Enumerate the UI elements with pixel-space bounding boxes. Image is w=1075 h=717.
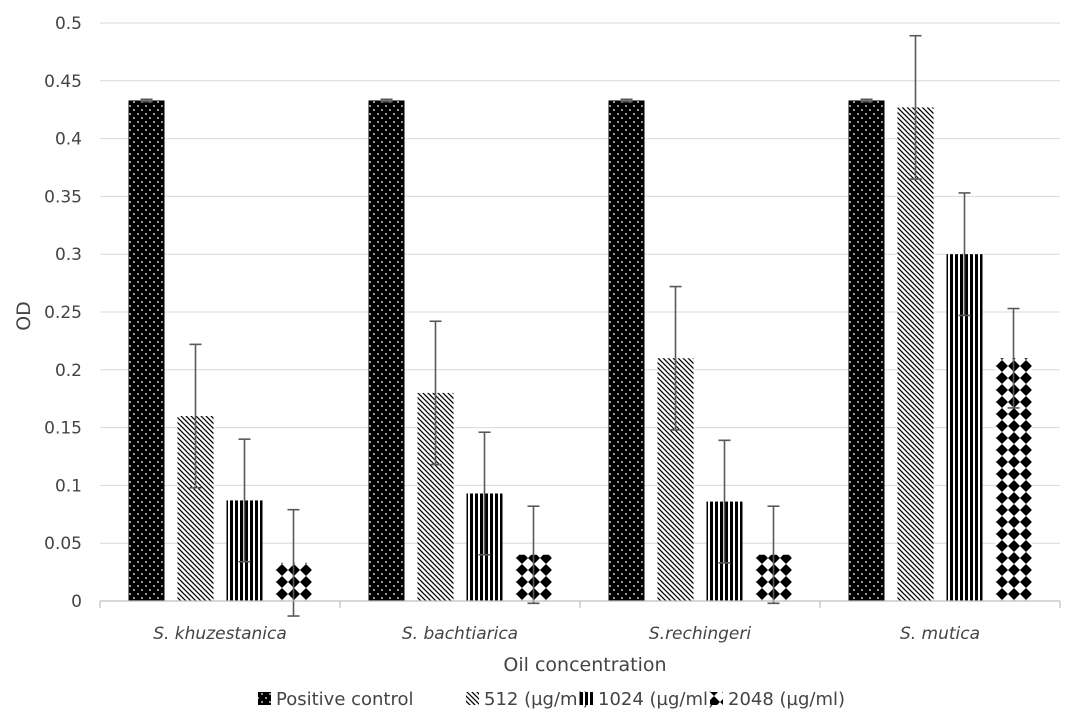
bars <box>128 100 1032 602</box>
y-tick-label: 0.5 <box>55 14 82 34</box>
y-tick-label: 0.45 <box>44 72 82 92</box>
x-tick-label: S. mutica <box>900 624 980 644</box>
legend-swatch <box>258 692 271 705</box>
legend-item: 2048 (µg/ml) <box>710 689 845 710</box>
legend: Positive control 512 (µg/ml) 1024 (µg/ml) 2… <box>258 689 845 710</box>
legend-item: 512 (µg/ml) <box>466 689 590 710</box>
y-tick-label: 0.2 <box>55 361 82 381</box>
y-tick-label: 0.25 <box>44 303 82 323</box>
legend-label: 1024 (µg/ml) <box>598 689 715 710</box>
legend-label: Positive control <box>276 689 414 710</box>
y-tick-label: 0 <box>71 592 82 612</box>
error-bar <box>380 98 393 103</box>
error-bar <box>478 431 491 556</box>
error-bar <box>909 34 922 180</box>
legend-item: Positive control <box>258 689 414 710</box>
error-bar <box>1007 307 1020 409</box>
error-bar <box>860 98 873 103</box>
error-bar <box>429 320 442 466</box>
gridlines <box>100 22 1060 544</box>
error-bar <box>620 98 633 103</box>
x-tick-label: S. khuzestanica <box>153 624 287 644</box>
legend-item: 1024 (µg/ml) <box>580 689 715 710</box>
error-bar <box>718 439 731 564</box>
bar <box>128 100 165 602</box>
error-bar <box>189 343 202 489</box>
legend-swatch <box>710 692 723 705</box>
error-bars <box>140 34 1020 617</box>
error-bar <box>767 505 780 605</box>
error-bar <box>238 438 251 563</box>
x-tick-label: S. bachtiarica <box>402 624 518 644</box>
y-tick-label: 0.05 <box>44 534 82 554</box>
legend-swatch <box>466 692 479 705</box>
legend-swatch <box>580 692 593 705</box>
y-tick-label: 0.3 <box>55 245 82 265</box>
legend-label: 2048 (µg/ml) <box>728 689 845 710</box>
bar <box>848 100 885 602</box>
x-axis <box>99 600 1061 608</box>
y-tick-label: 0.35 <box>44 187 82 207</box>
y-tick-label: 0.4 <box>55 130 82 150</box>
legend-label: 512 (µg/ml) <box>484 689 590 710</box>
bar <box>897 107 934 601</box>
error-bar <box>140 98 153 103</box>
bar <box>368 100 405 602</box>
x-axis-title: Oil concentration <box>503 654 666 676</box>
x-tick-label: S.rechingeri <box>649 624 752 644</box>
y-axis-title: OD <box>13 301 35 331</box>
error-bar <box>958 192 971 317</box>
y-tick-label: 0.15 <box>44 419 82 439</box>
category-labels: S. khuzestanica S. bachtiarica S.rechinger… <box>153 624 980 644</box>
y-tick-label: 0.1 <box>55 476 82 496</box>
error-bar <box>287 508 300 617</box>
error-bar <box>527 505 540 605</box>
bar <box>608 100 645 602</box>
error-bar <box>669 285 682 431</box>
y-tick-labels: 0 0.05 0.1 0.15 0.2 0.25 0.3 0.35 0.4 0.45 0.5 <box>44 14 82 612</box>
